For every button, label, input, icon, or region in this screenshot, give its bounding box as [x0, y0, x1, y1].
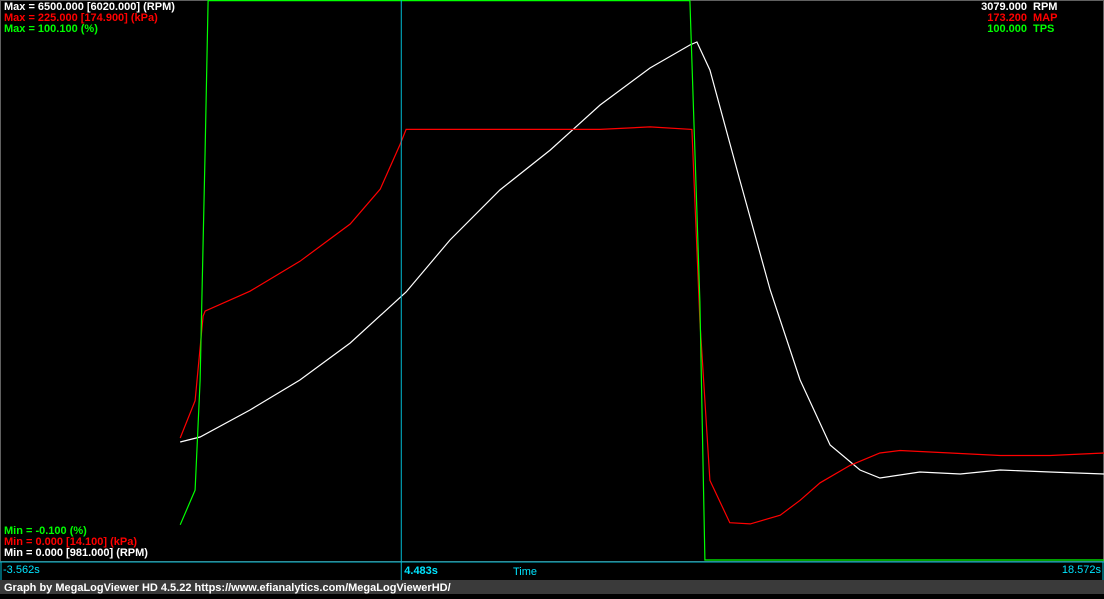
cursor-label: 4.483s: [404, 565, 438, 577]
cursor-label-bg: [402, 563, 443, 578]
footer: Graph by MegaLogViewer HD 4.5.22 https:/…: [4, 582, 451, 594]
x-tick-label: 18.572s: [1062, 564, 1102, 576]
footer-bar: [0, 580, 1104, 594]
legend-entry: TPS: [1033, 23, 1054, 35]
trace: [179, 0, 1104, 561]
max-label: Max = 225.000 [174.900] (kPa): [4, 12, 158, 24]
trace: [179, 126, 1104, 525]
readout-value: 3079.000: [981, 1, 1027, 13]
min-label: Min = -0.100 (%): [4, 525, 87, 537]
readout-value: 100.000: [987, 23, 1027, 35]
max-label: Max = 100.100 (%): [4, 23, 98, 35]
max-label: Max = 6500.000 [6020.000] (RPM): [4, 1, 175, 13]
min-label: Min = 0.000 [14.100] (kPa): [4, 536, 137, 548]
legend-entry: RPM: [1033, 1, 1057, 13]
x-tick-label: -3.562s: [3, 564, 40, 576]
min-label: Min = 0.000 [981.000] (RPM): [4, 547, 148, 559]
readout-value: 173.200: [987, 12, 1027, 24]
x-axis-label: Time: [513, 566, 537, 578]
trace: [180, 41, 1104, 479]
legend-entry: MAP: [1033, 12, 1057, 24]
